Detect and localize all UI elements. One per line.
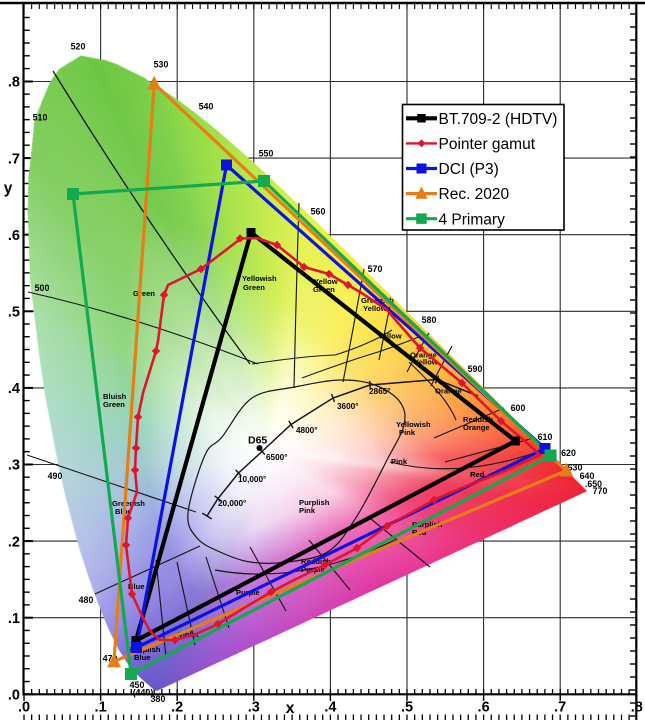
svg-text:Blue: Blue bbox=[134, 653, 150, 662]
svg-text:Purplish: Purplish bbox=[412, 520, 443, 529]
svg-text:600: 600 bbox=[511, 403, 526, 413]
svg-text:Green: Green bbox=[103, 400, 125, 409]
svg-text:4 Primary: 4 Primary bbox=[439, 211, 506, 228]
svg-text:Rec. 2020: Rec. 2020 bbox=[439, 186, 510, 203]
svg-text:450: 450 bbox=[130, 680, 145, 690]
svg-text:490: 490 bbox=[48, 471, 63, 481]
svg-text:Violet: Violet bbox=[178, 630, 199, 639]
svg-text:Orange: Orange bbox=[435, 386, 462, 395]
svg-text:Pink: Pink bbox=[399, 428, 416, 437]
svg-text:470: 470 bbox=[103, 653, 118, 663]
svg-text:Yellowish: Yellowish bbox=[242, 274, 277, 283]
svg-text:3600°: 3600° bbox=[337, 402, 359, 411]
svg-text:500: 500 bbox=[35, 283, 50, 293]
svg-text:BT.709-2 (HDTV): BT.709-2 (HDTV) bbox=[439, 111, 558, 128]
svg-text:Yellow: Yellow bbox=[414, 357, 438, 366]
svg-text:Reddish: Reddish bbox=[463, 415, 493, 424]
svg-text:380: 380 bbox=[151, 694, 166, 704]
svg-text:590: 590 bbox=[468, 364, 483, 374]
svg-text:Green: Green bbox=[133, 289, 155, 298]
svg-text:.650: .650 bbox=[585, 479, 602, 489]
svg-text:560: 560 bbox=[311, 206, 326, 216]
svg-text:Orange: Orange bbox=[410, 350, 437, 359]
svg-text:D65: D65 bbox=[248, 435, 267, 447]
svg-text:DCI (P3): DCI (P3) bbox=[439, 161, 499, 178]
svg-text:Green: Green bbox=[243, 283, 265, 292]
svg-text:610: 610 bbox=[538, 432, 553, 442]
svg-text:Greenish: Greenish bbox=[112, 499, 145, 508]
svg-text:580: 580 bbox=[422, 315, 437, 325]
svg-text:2865°: 2865° bbox=[369, 387, 391, 396]
svg-text:510: 510 bbox=[33, 112, 48, 122]
svg-text:Yellowish: Yellowish bbox=[396, 420, 431, 429]
svg-text:Pink: Pink bbox=[391, 457, 408, 466]
svg-text:630: 630 bbox=[568, 462, 583, 472]
svg-text:Yellow: Yellow bbox=[378, 331, 402, 340]
svg-text:770: 770 bbox=[593, 486, 608, 496]
svg-text:Yellow: Yellow bbox=[363, 304, 387, 313]
svg-text:Orange: Orange bbox=[463, 423, 490, 432]
svg-text:(440): (440) bbox=[133, 687, 154, 697]
svg-text:Pointer gamut: Pointer gamut bbox=[439, 136, 536, 153]
svg-text:Purplish: Purplish bbox=[299, 498, 330, 507]
svg-text:640: 640 bbox=[580, 471, 595, 481]
svg-text:570: 570 bbox=[368, 264, 383, 274]
svg-text:10,000°: 10,000° bbox=[238, 475, 266, 484]
svg-text:Blue: Blue bbox=[128, 582, 144, 591]
svg-text:6500°: 6500° bbox=[266, 453, 288, 462]
svg-text:540: 540 bbox=[199, 101, 214, 111]
svg-text:Bluish: Bluish bbox=[103, 392, 127, 401]
svg-text:Pink: Pink bbox=[299, 506, 316, 515]
svg-text:20,000°: 20,000° bbox=[218, 499, 246, 508]
svg-text:620: 620 bbox=[561, 448, 576, 458]
svg-text:550: 550 bbox=[259, 148, 274, 158]
svg-text:Yellow: Yellow bbox=[314, 277, 338, 286]
svg-text:4800°: 4800° bbox=[296, 426, 318, 435]
svg-text:480: 480 bbox=[79, 595, 94, 605]
svg-text:520: 520 bbox=[71, 41, 86, 51]
svg-text:530: 530 bbox=[154, 59, 169, 69]
svg-text:Red: Red bbox=[470, 470, 485, 479]
svg-text:Purple: Purple bbox=[301, 565, 325, 574]
